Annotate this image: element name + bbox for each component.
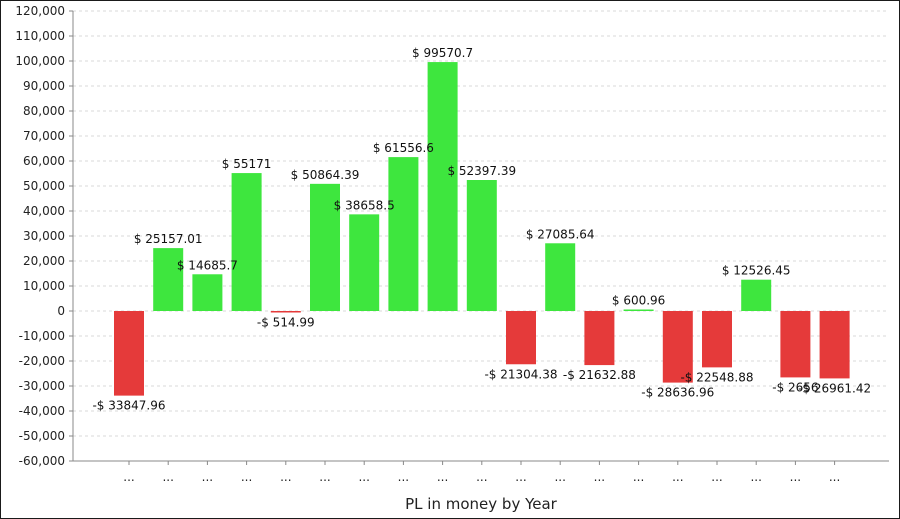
data-label: $ 600.96 bbox=[612, 293, 665, 307]
x-tick-label: ... bbox=[202, 470, 213, 484]
data-label: $ 50864.39 bbox=[291, 168, 360, 182]
bar bbox=[466, 180, 497, 311]
data-label: -$ 21304.38 bbox=[484, 367, 557, 381]
x-tick-label: ... bbox=[829, 470, 840, 484]
bar bbox=[702, 311, 732, 368]
bar bbox=[388, 157, 419, 311]
x-tick-label: ... bbox=[280, 470, 291, 484]
bar bbox=[427, 62, 458, 312]
y-tick-label: 80,000 bbox=[23, 104, 65, 118]
y-tick-label: -60,000 bbox=[19, 454, 65, 468]
x-tick-label: ... bbox=[437, 470, 448, 484]
data-labels: -$ 33847.96 $ 25157.01 $ 14685.7 $ 55171 -$ … bbox=[92, 46, 871, 413]
bar bbox=[780, 311, 811, 378]
data-label: $ 38658.5 bbox=[334, 198, 395, 212]
data-label: $ 12526.45 bbox=[722, 264, 791, 278]
data-label: $ 55171 bbox=[222, 157, 272, 171]
y-tick-label: 120,000 bbox=[15, 4, 65, 18]
x-tick-label: ... bbox=[358, 470, 369, 484]
y-tick-label: 50,000 bbox=[23, 179, 65, 193]
y-tick-label: -40,000 bbox=[19, 404, 65, 418]
y-tick-label: 60,000 bbox=[23, 154, 65, 168]
data-label: $ 25157.01 bbox=[134, 232, 203, 246]
y-tick-label: 40,000 bbox=[23, 204, 65, 218]
x-tick-label: ... bbox=[319, 470, 330, 484]
y-tick-label: 20,000 bbox=[23, 254, 65, 268]
y-tick-label: 110,000 bbox=[15, 29, 65, 43]
x-tick-label: ... bbox=[790, 470, 801, 484]
y-tick-label: -30,000 bbox=[19, 379, 65, 393]
x-axis-ticks: ........................................… bbox=[123, 461, 840, 484]
y-tick-label: -10,000 bbox=[19, 329, 65, 343]
x-tick-label: ... bbox=[594, 470, 605, 484]
y-tick-label: 70,000 bbox=[23, 129, 65, 143]
y-tick-label: 10,000 bbox=[23, 279, 65, 293]
y-tick-label: 90,000 bbox=[23, 79, 65, 93]
x-tick-label: ... bbox=[123, 470, 134, 484]
x-tick-label: ... bbox=[515, 470, 526, 484]
bars bbox=[114, 62, 850, 396]
x-tick-label: ... bbox=[750, 470, 761, 484]
bar bbox=[623, 309, 654, 311]
bar bbox=[231, 173, 262, 311]
bar bbox=[153, 248, 184, 311]
bar bbox=[270, 311, 301, 313]
data-label: $ 14685.7 bbox=[177, 258, 238, 272]
x-tick-label: ... bbox=[633, 470, 644, 484]
bar bbox=[584, 311, 615, 366]
bar bbox=[114, 311, 144, 396]
x-tick-label: ... bbox=[476, 470, 487, 484]
y-tick-label: 30,000 bbox=[23, 229, 65, 243]
data-label: -$ 28636.96 bbox=[641, 386, 714, 400]
data-label: $ 52397.39 bbox=[447, 164, 516, 178]
x-axis-title: PL in money by Year bbox=[405, 495, 558, 513]
bar bbox=[545, 243, 576, 311]
data-label: -$ 21632.88 bbox=[563, 368, 636, 382]
y-tick-label: -20,000 bbox=[19, 354, 65, 368]
bar bbox=[662, 311, 693, 383]
y-tick-label: 0 bbox=[57, 304, 65, 318]
x-tick-label: ... bbox=[672, 470, 683, 484]
bar bbox=[349, 214, 380, 311]
bar bbox=[819, 311, 850, 379]
x-tick-label: ... bbox=[162, 470, 173, 484]
y-axis-ticks: -60,000 -50,000 -40,000 -30,000 -20,000 -10,0… bbox=[15, 4, 73, 468]
bar bbox=[310, 183, 340, 311]
data-label: $ 27085.64 bbox=[526, 227, 595, 241]
bar bbox=[506, 311, 536, 365]
data-label: -$ 514.99 bbox=[257, 315, 315, 329]
x-tick-label: ... bbox=[711, 470, 722, 484]
x-tick-label: ... bbox=[554, 470, 565, 484]
data-label: -$ 26961.42 bbox=[798, 381, 871, 395]
data-label: -$ 33847.96 bbox=[92, 399, 165, 413]
data-label: -$ 2656 bbox=[772, 380, 818, 394]
data-label: $ 99570.7 bbox=[412, 46, 473, 60]
x-tick-label: ... bbox=[241, 470, 252, 484]
y-tick-label: -50,000 bbox=[19, 429, 65, 443]
bar bbox=[192, 274, 223, 311]
x-tick-label: ... bbox=[398, 470, 409, 484]
data-label: -$ 22548.88 bbox=[680, 370, 753, 384]
y-tick-label: 100,000 bbox=[15, 54, 65, 68]
bar bbox=[741, 279, 772, 311]
data-label: $ 61556.6 bbox=[373, 141, 434, 155]
